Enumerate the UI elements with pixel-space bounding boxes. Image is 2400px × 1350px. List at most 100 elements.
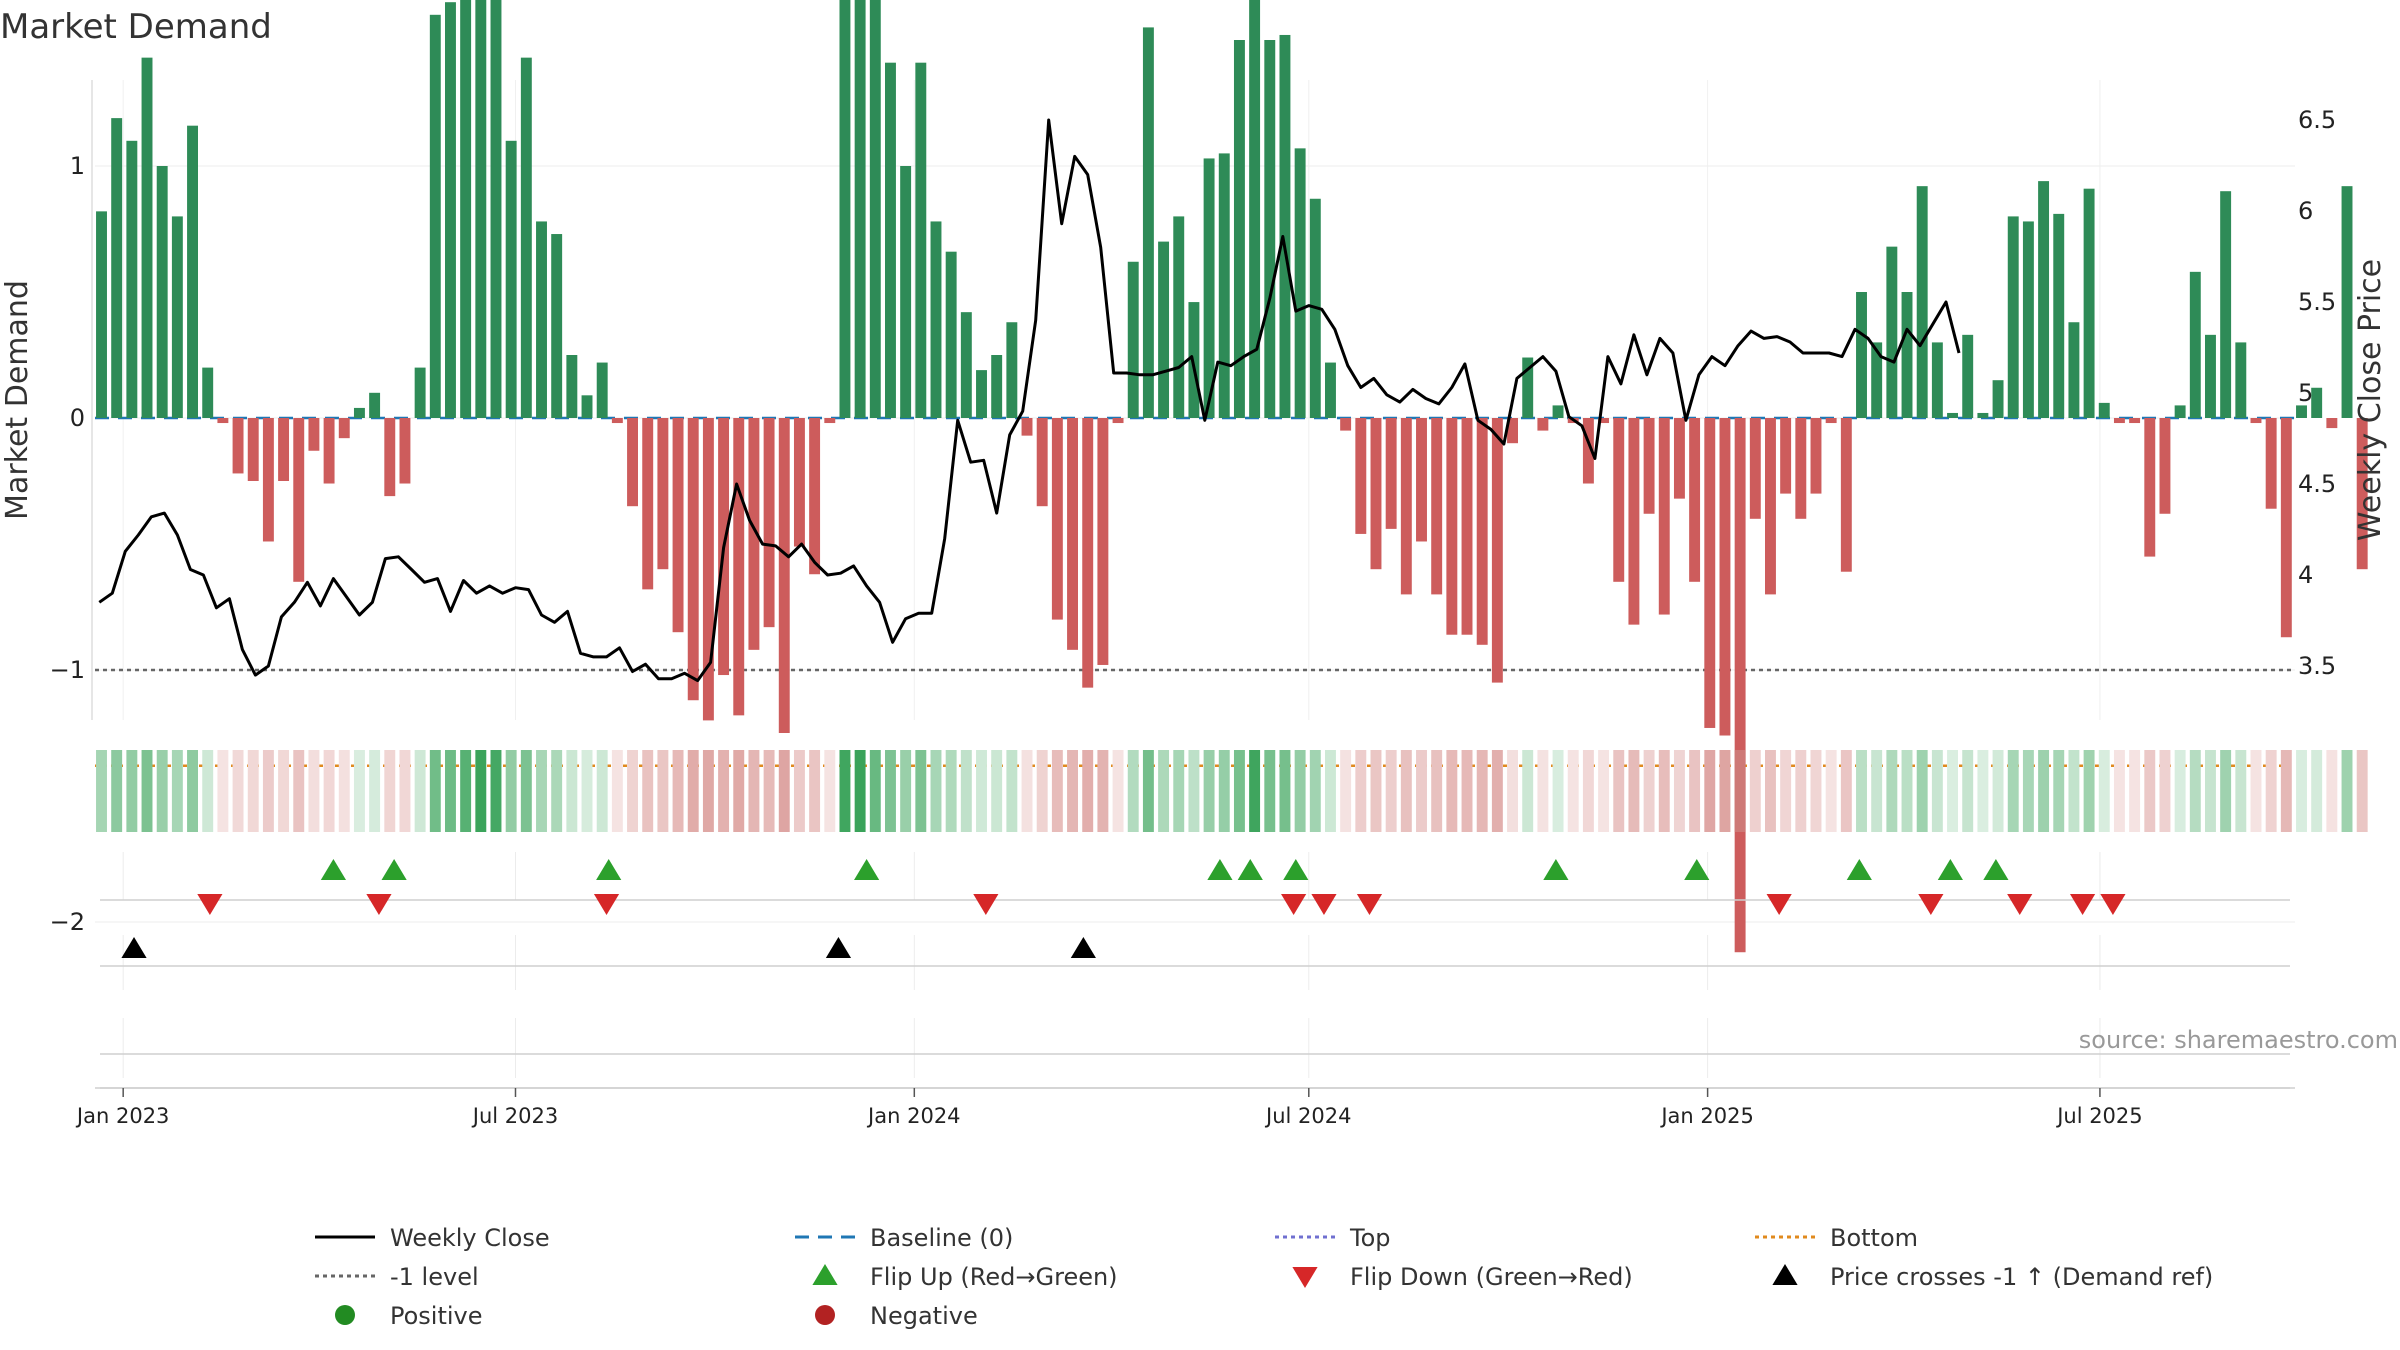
demand-bar bbox=[657, 418, 669, 570]
heat-strip-cell bbox=[1947, 750, 1958, 832]
heat-strip-cell bbox=[839, 750, 851, 832]
demand-bar bbox=[1552, 405, 1564, 418]
demand-bar bbox=[1992, 380, 2004, 418]
heat-strip-cell bbox=[778, 750, 790, 832]
flip-down-marker bbox=[2007, 894, 2033, 915]
heat-strip-cell bbox=[247, 750, 259, 832]
heat-strip-cell bbox=[536, 750, 547, 832]
flip-down-marker bbox=[2100, 894, 2126, 915]
demand-bar bbox=[2144, 418, 2156, 557]
heat-strip-cell bbox=[369, 750, 381, 832]
legend-label: Flip Up (Red→Green) bbox=[870, 1263, 1118, 1291]
heat-strip-cell bbox=[551, 750, 563, 832]
demand-bar bbox=[111, 118, 123, 419]
demand-bar bbox=[1006, 322, 1018, 418]
heat-strip-cell bbox=[2053, 750, 2065, 832]
demand-bar bbox=[217, 418, 229, 424]
demand-bar bbox=[1582, 418, 1594, 484]
heat-strip-cell bbox=[1810, 750, 1822, 832]
demand-bar bbox=[1476, 418, 1488, 645]
demand-bar bbox=[2356, 418, 2368, 570]
demand-bar bbox=[1097, 418, 1109, 665]
heat-strip-cell bbox=[2220, 750, 2232, 832]
heat-strip-cell bbox=[596, 750, 608, 832]
demand-bar bbox=[187, 125, 198, 419]
demand-bar bbox=[1158, 241, 1170, 418]
demand-bar bbox=[536, 221, 547, 418]
flip-up-marker bbox=[1283, 859, 1309, 880]
demand-bar bbox=[1825, 418, 1837, 424]
demand-bar bbox=[1598, 418, 1610, 424]
heat-strip-cell bbox=[338, 750, 350, 832]
demand-bar bbox=[369, 392, 381, 418]
heat-strip-cell bbox=[2356, 750, 2368, 832]
heat-strip-cell bbox=[1613, 750, 1625, 832]
heat-strip-cell bbox=[2205, 750, 2216, 832]
legend-item: Flip Down (Green→Red) bbox=[1292, 1263, 1633, 1291]
heat-strip-cell bbox=[1036, 750, 1048, 832]
grid-lines bbox=[95, 80, 2295, 1078]
demand-bar bbox=[627, 418, 638, 507]
demand-bar bbox=[551, 234, 563, 418]
demand-bar bbox=[2007, 216, 2019, 418]
demand-bar bbox=[915, 62, 927, 419]
demand-bar bbox=[1628, 418, 1640, 625]
legend-label: Negative bbox=[870, 1302, 978, 1330]
heat-strip-cell bbox=[126, 750, 138, 832]
heat-strip-cell bbox=[1158, 750, 1170, 832]
x-tick-label: Jan 2024 bbox=[866, 1104, 961, 1128]
demand-bar bbox=[2189, 271, 2201, 418]
demand-bar bbox=[596, 362, 608, 418]
heat-strip-cell bbox=[520, 750, 532, 832]
heat-strip-cell bbox=[793, 750, 805, 832]
demand-bar bbox=[1446, 418, 1458, 635]
heat-strip-cell bbox=[2296, 750, 2307, 832]
demand-bar bbox=[1021, 418, 1033, 436]
y-tick-label-left: 0 bbox=[70, 404, 85, 432]
heat-strip-cell bbox=[1446, 750, 1458, 832]
heat-strip-cell bbox=[1309, 750, 1321, 832]
heat-strip-cell bbox=[2113, 750, 2125, 832]
demand-bar bbox=[399, 418, 411, 484]
heat-strip-cell bbox=[1112, 750, 1124, 832]
heat-strip-cell bbox=[854, 750, 866, 832]
demand-bar bbox=[1218, 153, 1230, 418]
legend-label: Baseline (0) bbox=[870, 1224, 1013, 1252]
x-tick-label: Jul 2024 bbox=[1264, 1104, 1351, 1128]
demand-bar bbox=[1355, 418, 1367, 534]
heat-strip-cell bbox=[1355, 750, 1367, 832]
heat-strip-cell bbox=[672, 750, 684, 832]
heat-strip-cell bbox=[323, 750, 335, 832]
y-tick-label-left: −2 bbox=[50, 908, 85, 936]
demand-bar bbox=[141, 57, 153, 418]
demand-bar bbox=[2053, 213, 2065, 418]
demand-bar bbox=[1067, 418, 1078, 650]
price-line-group bbox=[98, 118, 1961, 683]
demand-bar bbox=[353, 407, 365, 418]
flip-down-marker bbox=[1766, 894, 1792, 915]
demand-bar bbox=[1704, 418, 1716, 728]
heat-strip-cell bbox=[733, 750, 745, 832]
heat-strip-cell bbox=[2280, 750, 2292, 832]
heat-strip-cell bbox=[976, 750, 987, 832]
demand-bar bbox=[581, 395, 593, 418]
heat-strip-cell bbox=[2038, 750, 2050, 832]
y-tick-label-right: 4.5 bbox=[2298, 470, 2336, 498]
demand-bar bbox=[1977, 412, 1989, 418]
heat-strip-cell bbox=[1537, 750, 1549, 832]
heat-strip-cell bbox=[930, 750, 942, 832]
heat-strip-cell bbox=[2189, 750, 2201, 832]
heat-strip-cell bbox=[885, 750, 896, 832]
heat-strip-cell bbox=[1264, 750, 1276, 832]
demand-bar bbox=[748, 418, 760, 650]
heat-strip-cell bbox=[475, 750, 487, 832]
demand-bar bbox=[1294, 148, 1306, 419]
demand-bar bbox=[247, 418, 259, 481]
legend-label: Weekly Close bbox=[390, 1224, 550, 1252]
heat-strip-cell bbox=[1643, 750, 1655, 832]
heat-strip-cell bbox=[1704, 750, 1716, 832]
heat-strip-cell bbox=[1097, 750, 1109, 832]
heat-strip-cell bbox=[2022, 750, 2034, 832]
demand-bar bbox=[1643, 418, 1655, 514]
